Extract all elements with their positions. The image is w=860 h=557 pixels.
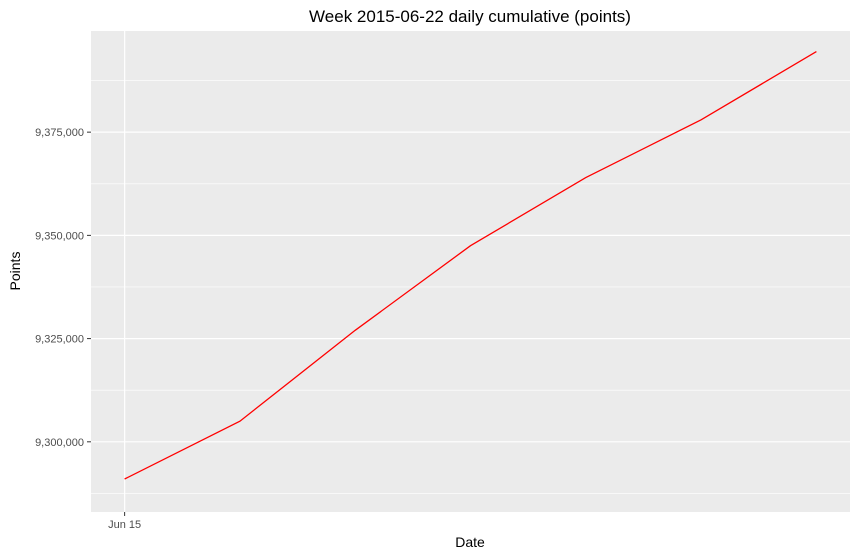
x-tick-label: Jun 15 (108, 519, 141, 531)
x-axis: Jun 15 (108, 512, 141, 531)
y-tick-label: 9,325,000 (35, 334, 84, 346)
major-gridlines (91, 31, 850, 512)
chart-title: Week 2015-06-22 daily cumulative (points… (309, 7, 631, 26)
y-axis: 9,300,000 9,325,000 9,350,000 9,375,000 (35, 127, 91, 449)
series-layer (124, 51, 817, 480)
x-axis-title: Date (455, 534, 485, 550)
series-line-0 (124, 51, 817, 480)
y-tick-label: 9,350,000 (35, 230, 84, 242)
y-axis-title: Points (7, 252, 23, 291)
y-tick-label: 9,300,000 (35, 437, 84, 449)
plot-panel (91, 31, 850, 512)
y-tick-label: 9,375,000 (35, 127, 84, 139)
minor-gridlines (91, 80, 850, 494)
